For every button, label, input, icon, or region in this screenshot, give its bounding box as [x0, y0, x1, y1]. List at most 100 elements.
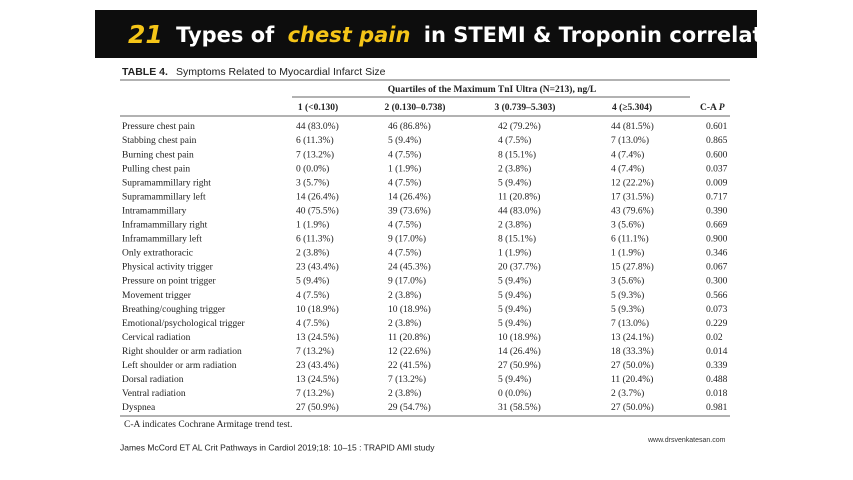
p-header-text: C-A — [700, 103, 717, 113]
row-label: Pressure on point trigger — [122, 277, 217, 287]
cell: 11 (20.4%) — [611, 374, 653, 385]
citation: James McCord ET AL Crit Pathways in Card… — [120, 442, 435, 452]
group-header: Quartiles of the Maximum TnI Ultra (N=21… — [388, 84, 596, 95]
cell: 5 (9.4%) — [498, 374, 531, 385]
cell: 0 (0.0%) — [498, 388, 531, 399]
cell: 5 (9.4%) — [296, 276, 329, 287]
table-label: TABLE 4. — [122, 66, 168, 78]
cell: 1 (1.9%) — [296, 220, 329, 231]
cell: 42 (79.2%) — [498, 121, 541, 132]
cell: 2 (3.8%) — [498, 163, 531, 174]
table-caption: Symptoms Related to Myocardial Infarct S… — [176, 66, 386, 78]
cell: 24 (45.3%) — [388, 262, 431, 273]
cell: 13 (24.5%) — [296, 332, 339, 343]
slide-title: 21 Types of chest pain in STEMI & Tropon… — [128, 20, 799, 49]
cell: 0.067 — [706, 263, 728, 273]
title-highlight: chest pain — [288, 23, 411, 47]
cell: 7 (13.2%) — [296, 346, 334, 357]
cell: 3 (5.6%) — [611, 220, 644, 231]
row-label: Dyspnea — [122, 403, 156, 413]
row-label: Only extrathoracic — [122, 249, 193, 259]
row-label: Stabbing chest pain — [122, 136, 197, 146]
cell: 0.018 — [706, 389, 728, 399]
cell: 11 (20.8%) — [498, 191, 540, 202]
cell: 14 (26.4%) — [498, 346, 541, 357]
cell: 7 (13.2%) — [296, 149, 334, 160]
cell: 4 (7.5%) — [388, 248, 421, 259]
cell: 27 (50.9%) — [296, 402, 339, 413]
cell: 6 (11.3%) — [296, 135, 334, 146]
cell: 5 (9.4%) — [498, 318, 531, 329]
cell: 7 (13.2%) — [296, 388, 334, 399]
cell: 12 (22.2%) — [611, 177, 654, 188]
cell: 44 (83.0%) — [296, 121, 339, 132]
cell: 9 (17.0%) — [388, 276, 426, 287]
cell: 5 (9.3%) — [611, 304, 644, 315]
p-header-italic: P — [719, 103, 725, 113]
row-label: Movement trigger — [122, 291, 192, 301]
cell: 0.300 — [706, 277, 728, 287]
row-label: Intramammillary — [122, 206, 187, 216]
cell: 5 (9.4%) — [498, 290, 531, 301]
cell: 0.014 — [706, 347, 728, 357]
cell: 4 (7.4%) — [611, 163, 644, 174]
cell: 2 (3.7%) — [611, 388, 644, 399]
cell: 1 (1.9%) — [388, 163, 421, 174]
cell: 5 (9.4%) — [498, 177, 531, 188]
cell: 0.229 — [706, 319, 728, 329]
cell: 2 (3.8%) — [388, 290, 421, 301]
cell: 6 (11.1%) — [611, 234, 649, 245]
cell: 3 (5.7%) — [296, 177, 329, 188]
cell: 0.346 — [706, 249, 728, 259]
cell: 7 (13.0%) — [611, 135, 649, 146]
cell: 14 (26.4%) — [388, 191, 431, 202]
row-label: Dorsal radiation — [122, 375, 184, 385]
row-label: Left shoulder or arm radiation — [122, 360, 237, 371]
cell: 12 (22.6%) — [388, 346, 431, 357]
title-text: in STEMI & Troponin correlation — [424, 23, 799, 47]
cell: 5 (9.4%) — [498, 304, 531, 315]
cell: 4 (7.5%) — [388, 177, 421, 188]
cell: 0.865 — [706, 136, 728, 146]
cell: 0.037 — [706, 164, 728, 174]
cell: 13 (24.5%) — [296, 374, 339, 385]
cell: 11 (20.8%) — [388, 332, 430, 343]
cell: 0 (0.0%) — [296, 163, 329, 174]
cell: 14 (26.4%) — [296, 191, 339, 202]
website: www.drsvenkatesan.com — [647, 437, 726, 444]
cell: 4 (7.5%) — [296, 318, 329, 329]
cell: 7 (13.0%) — [611, 318, 649, 329]
cell: 4 (7.5%) — [388, 149, 421, 160]
footnote: C-A indicates Cochrane Armitage trend te… — [124, 420, 292, 430]
cell: 10 (18.9%) — [296, 304, 339, 315]
cell: 2 (3.8%) — [296, 248, 329, 259]
row-label: Burning chest pain — [122, 150, 194, 160]
cell: 39 (73.6%) — [388, 205, 431, 216]
cell: 20 (37.7%) — [498, 262, 541, 273]
cell: 29 (54.7%) — [388, 402, 431, 413]
cell: 0.488 — [706, 375, 728, 385]
cell: 0.900 — [706, 235, 728, 245]
column-header: 1 (<0.130) — [298, 102, 338, 113]
column-header: 4 (≥5.304) — [612, 102, 652, 113]
cell: 5 (9.4%) — [498, 276, 531, 287]
cell: 46 (86.8%) — [388, 121, 431, 132]
cell: 0.566 — [706, 291, 728, 301]
cell: 6 (11.3%) — [296, 234, 334, 245]
cell: 8 (15.1%) — [498, 234, 536, 245]
cell: 9 (17.0%) — [388, 234, 426, 245]
cell: 0.601 — [706, 122, 728, 132]
cell: 27 (50.0%) — [611, 402, 654, 413]
cell: 5 (9.4%) — [388, 135, 421, 146]
cell: 0.02 — [706, 333, 723, 343]
cell: 1 (1.9%) — [611, 248, 644, 259]
cell: 7 (13.2%) — [388, 374, 426, 385]
cell: 43 (79.6%) — [611, 205, 654, 216]
row-label: Physical activity trigger — [122, 263, 214, 273]
cell: 31 (58.5%) — [498, 402, 541, 413]
title-number: 21 — [128, 20, 163, 49]
cell: 5 (9.3%) — [611, 290, 644, 301]
cell: 3 (5.6%) — [611, 276, 644, 287]
cell: 8 (15.1%) — [498, 149, 536, 160]
